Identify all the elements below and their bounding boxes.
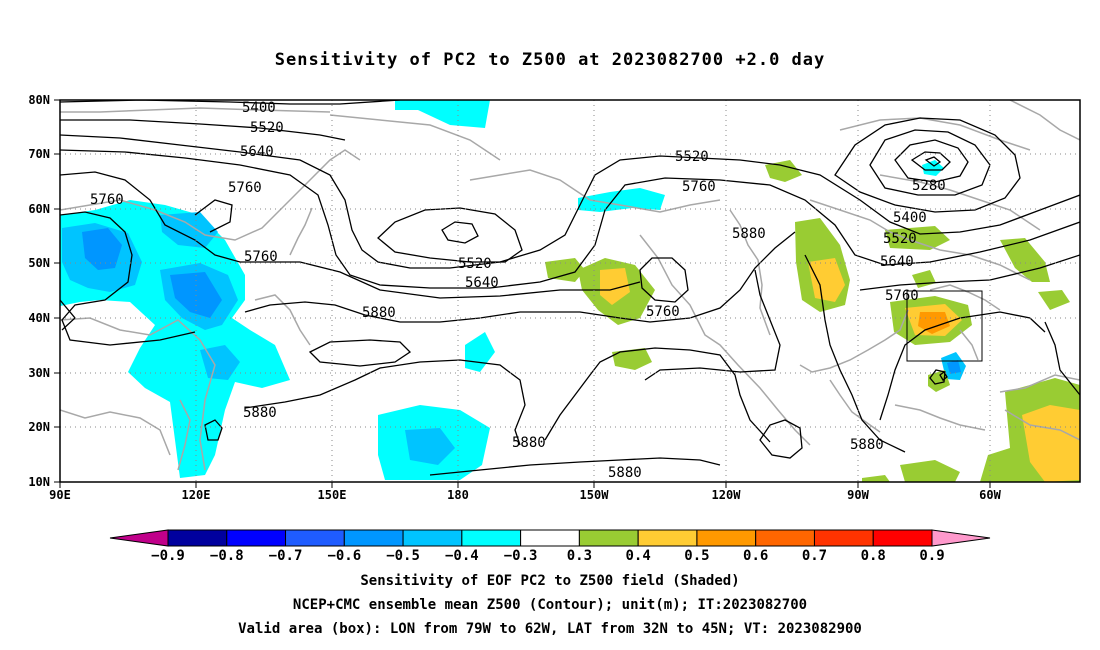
lon-label: 150W	[580, 488, 610, 502]
lat-label: 80N	[28, 93, 50, 107]
lat-label: 20N	[28, 420, 50, 434]
contour-label: 5640	[880, 254, 914, 270]
colorbar-low-triangle	[109, 529, 169, 547]
colorbar-tick-label: −0.6	[327, 548, 361, 564]
contour-label: 5760	[244, 249, 278, 265]
contour-label: 5880	[512, 435, 546, 451]
colorbar-tick-label: 0.6	[743, 548, 768, 564]
lon-label: 90W	[847, 488, 869, 502]
lon-label: 60W	[979, 488, 1001, 502]
contour-label: 5280	[912, 178, 946, 194]
contour-label: 5880	[608, 465, 642, 481]
lon-label: 120W	[712, 488, 742, 502]
tick-marks	[54, 99, 991, 488]
caption-line-2: NCEP+CMC ensemble mean Z500 (Contour); u…	[292, 597, 808, 613]
caption-line-1: Sensitivity of EOF PC2 to Z500 field (Sh…	[360, 573, 740, 589]
colorbar-tick-label: 0.8	[861, 548, 886, 564]
contour-label: 5760	[646, 304, 680, 320]
colorbar-tick-label: −0.4	[445, 548, 479, 564]
colorbar-swatch	[402, 529, 463, 547]
contour-label: 5880	[362, 305, 396, 321]
caption-line-3: Valid area (box): LON from 79W to 62W, L…	[238, 621, 862, 637]
colorbar-swatch	[696, 529, 757, 547]
lon-label: 90E	[49, 488, 71, 502]
contour-label: 5640	[465, 275, 499, 291]
colorbar-tick-label: −0.7	[269, 548, 303, 564]
contour-label: 5400	[242, 100, 276, 116]
negative-sensitivity-shading	[60, 100, 966, 480]
contour-label: 5400	[893, 210, 927, 226]
valid-area-box	[906, 290, 983, 362]
lat-label: 30N	[28, 366, 50, 380]
colorbar-swatch	[285, 529, 345, 547]
contour-label: 5520	[675, 149, 709, 165]
lon-label: 150E	[318, 488, 347, 502]
lon-label: 180	[447, 488, 469, 502]
contour-label: 5520	[458, 256, 492, 272]
lat-label: 40N	[28, 311, 50, 325]
colorbar: −0.9 −0.8 −0.7 −0.6 −0.5 −0.4 −0.3 0.3 0.4 0.5 0.6…	[109, 529, 991, 564]
longitude-labels: 90E 120E 150E 180 150W 120W 90W 60W	[49, 488, 1001, 502]
contour-label: 5760	[885, 288, 919, 304]
contour-label: 5520	[883, 231, 917, 247]
colorbar-tick-label: −0.9	[151, 548, 185, 564]
colorbar-swatch	[226, 529, 287, 547]
contour-label: 5880	[732, 226, 766, 242]
coastlines	[60, 100, 1080, 471]
chart-title: Sensitivity of PC2 to Z500 at 2023082700…	[274, 50, 826, 70]
contour-label: 5760	[682, 179, 716, 195]
map-frame	[59, 99, 1081, 483]
colorbar-tick-label: 0.5	[684, 548, 709, 564]
colorbar-swatch	[872, 529, 933, 547]
colorbar-tick-label: 0.7	[802, 548, 827, 564]
colorbar-swatch	[813, 529, 874, 547]
z500-contours	[60, 100, 1080, 476]
lat-label: 70N	[28, 147, 50, 161]
map-area: 5400 5520 5640 5760 5760 5760 5880 5880 …	[60, 100, 1080, 482]
gridlines	[60, 100, 1080, 482]
positive-sensitivity-shading	[545, 160, 1080, 482]
colorbar-tick-label: 0.9	[919, 548, 944, 564]
lat-label: 10N	[28, 475, 50, 489]
lat-label: 50N	[28, 256, 50, 270]
colorbar-swatch	[520, 529, 580, 547]
colorbar-tick-label: 0.3	[567, 548, 592, 564]
colorbar-swatch	[343, 529, 404, 547]
contour-label: 5880	[243, 405, 277, 421]
colorbar-swatch	[578, 529, 639, 547]
colorbar-swatch	[461, 529, 522, 547]
colorbar-swatch	[755, 529, 815, 547]
lat-label: 60N	[28, 202, 50, 216]
contour-label: 5520	[250, 120, 284, 136]
contour-label: 5880	[850, 437, 884, 453]
colorbar-tick-label: 0.4	[626, 548, 651, 564]
colorbar-tick-label: −0.3	[504, 548, 538, 564]
colorbar-tick-label: −0.8	[210, 548, 244, 564]
colorbar-high-triangle	[931, 529, 991, 547]
contour-label: 5760	[90, 192, 124, 208]
contour-label: 5760	[228, 180, 262, 196]
contour-labels: 5400 5520 5640 5760 5760 5760 5880 5880 …	[90, 100, 946, 481]
contour-label: 5640	[240, 144, 274, 160]
latitude-labels: 80N 70N 60N 50N 40N 30N 20N 10N	[28, 93, 50, 489]
lon-label: 120E	[182, 488, 211, 502]
colorbar-swatch	[167, 529, 228, 547]
colorbar-swatch	[637, 529, 698, 547]
colorbar-tick-label: −0.5	[386, 548, 420, 564]
